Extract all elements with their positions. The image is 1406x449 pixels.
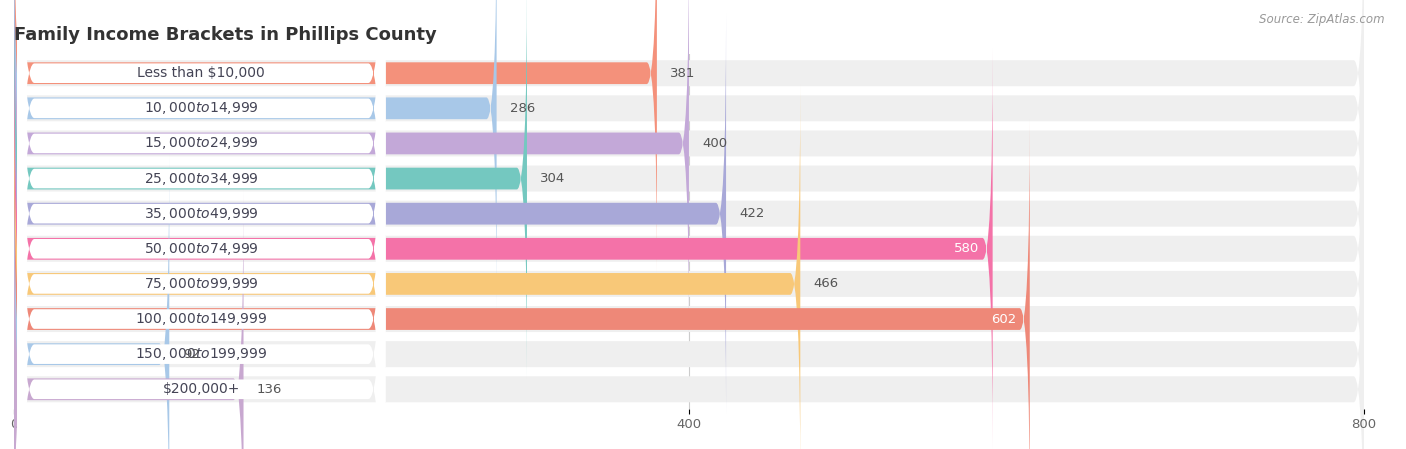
FancyBboxPatch shape bbox=[14, 154, 169, 449]
FancyBboxPatch shape bbox=[14, 156, 1364, 449]
FancyBboxPatch shape bbox=[17, 0, 385, 414]
FancyBboxPatch shape bbox=[17, 0, 385, 449]
Text: $10,000 to $14,999: $10,000 to $14,999 bbox=[143, 100, 259, 116]
Text: Less than $10,000: Less than $10,000 bbox=[138, 66, 266, 80]
FancyBboxPatch shape bbox=[14, 0, 527, 379]
FancyBboxPatch shape bbox=[14, 0, 1364, 376]
FancyBboxPatch shape bbox=[14, 0, 1364, 271]
FancyBboxPatch shape bbox=[14, 86, 1364, 449]
FancyBboxPatch shape bbox=[17, 0, 385, 449]
FancyBboxPatch shape bbox=[14, 121, 1364, 449]
FancyBboxPatch shape bbox=[17, 0, 385, 449]
Text: $200,000+: $200,000+ bbox=[163, 382, 240, 396]
FancyBboxPatch shape bbox=[17, 0, 385, 449]
FancyBboxPatch shape bbox=[14, 0, 1364, 341]
Text: $75,000 to $99,999: $75,000 to $99,999 bbox=[143, 276, 259, 292]
FancyBboxPatch shape bbox=[17, 0, 385, 449]
FancyBboxPatch shape bbox=[17, 48, 385, 449]
FancyBboxPatch shape bbox=[17, 13, 385, 449]
FancyBboxPatch shape bbox=[14, 0, 657, 273]
Text: $50,000 to $74,999: $50,000 to $74,999 bbox=[143, 241, 259, 257]
Text: 92: 92 bbox=[183, 348, 200, 361]
FancyBboxPatch shape bbox=[14, 0, 496, 308]
Text: 602: 602 bbox=[991, 313, 1017, 326]
Text: 580: 580 bbox=[953, 242, 979, 255]
Text: 381: 381 bbox=[671, 67, 696, 79]
FancyBboxPatch shape bbox=[14, 0, 1364, 306]
FancyBboxPatch shape bbox=[14, 0, 689, 343]
Text: 304: 304 bbox=[540, 172, 565, 185]
Text: 422: 422 bbox=[740, 207, 765, 220]
FancyBboxPatch shape bbox=[14, 119, 1029, 449]
FancyBboxPatch shape bbox=[14, 16, 1364, 411]
Text: Family Income Brackets in Phillips County: Family Income Brackets in Phillips Count… bbox=[14, 26, 437, 44]
FancyBboxPatch shape bbox=[14, 14, 725, 414]
FancyBboxPatch shape bbox=[14, 192, 1364, 449]
Text: 286: 286 bbox=[510, 102, 536, 115]
FancyBboxPatch shape bbox=[17, 0, 385, 449]
FancyBboxPatch shape bbox=[14, 84, 800, 449]
FancyBboxPatch shape bbox=[14, 51, 1364, 446]
Text: $35,000 to $49,999: $35,000 to $49,999 bbox=[143, 206, 259, 222]
FancyBboxPatch shape bbox=[17, 0, 385, 449]
FancyBboxPatch shape bbox=[14, 189, 243, 449]
Text: 136: 136 bbox=[257, 383, 283, 396]
Text: 400: 400 bbox=[703, 137, 727, 150]
Text: $25,000 to $34,999: $25,000 to $34,999 bbox=[143, 171, 259, 186]
Text: $100,000 to $149,999: $100,000 to $149,999 bbox=[135, 311, 267, 327]
Text: $150,000 to $199,999: $150,000 to $199,999 bbox=[135, 346, 267, 362]
Text: $15,000 to $24,999: $15,000 to $24,999 bbox=[143, 136, 259, 151]
FancyBboxPatch shape bbox=[14, 49, 993, 449]
Text: 466: 466 bbox=[814, 277, 839, 291]
Text: Source: ZipAtlas.com: Source: ZipAtlas.com bbox=[1260, 13, 1385, 26]
